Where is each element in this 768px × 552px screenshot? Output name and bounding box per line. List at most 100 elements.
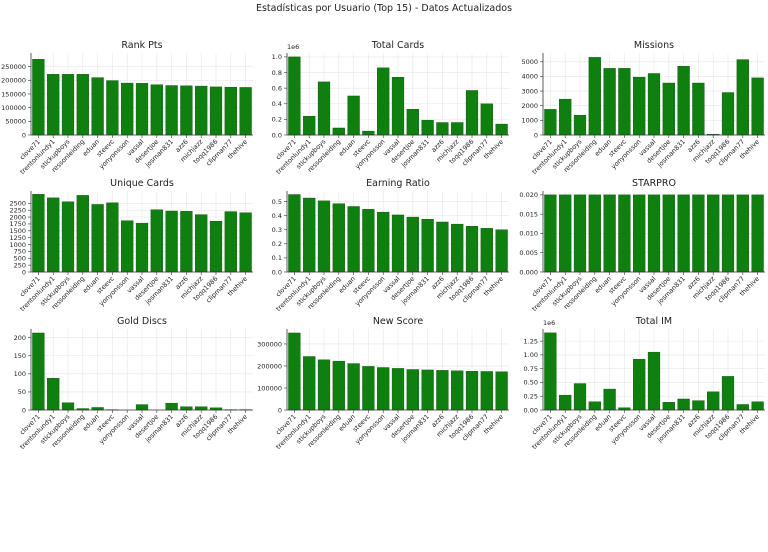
y-tick-label: 0.1	[272, 254, 282, 262]
bar-azz6	[692, 400, 705, 411]
y-tick-label: 200000	[257, 362, 282, 370]
bar-josman831	[165, 210, 178, 273]
bar-vassal	[391, 368, 405, 411]
bar-toqq1986	[465, 371, 479, 411]
bar-stickupboys	[317, 81, 331, 136]
bar-steevc	[618, 194, 631, 273]
chart-panel-9: Total IM1e60.000.250.500.751.001.25clove…	[524, 316, 765, 451]
y-tick-label: 50000	[5, 118, 26, 126]
bar-clove71	[544, 194, 557, 273]
bar-azz6	[180, 85, 193, 136]
bar-azz6	[692, 82, 705, 136]
bar-yonyonsson	[377, 67, 390, 136]
bar-michjazz	[707, 391, 720, 411]
bar-ressonleiding	[588, 401, 601, 411]
bar-clove71	[32, 332, 45, 411]
bar-trentonlundy1	[47, 377, 60, 411]
y-tick-label: 0.005	[519, 249, 538, 257]
bar-steevc	[362, 209, 375, 273]
bar-thehive	[751, 194, 764, 273]
bar-michjazz	[195, 85, 208, 136]
y-tick-label: 0.25	[524, 393, 538, 401]
chart-panel-6: STARPRO0.0000.0050.0100.0150.020clove71t…	[519, 178, 765, 313]
panel-title: Missions	[634, 40, 674, 51]
chart-grid: Rank Pts050000100000150000200000250000cl…	[1, 40, 765, 451]
y-tick-label: 0.75	[524, 365, 538, 373]
bar-josman831	[677, 65, 690, 136]
y-tick-label: 0	[278, 406, 282, 414]
panel-title: Gold Discs	[117, 316, 167, 327]
bar-steevc	[106, 202, 119, 273]
chart-panel-3: Missions010002000300040005000clove71tren…	[521, 40, 765, 176]
y-tick-label: 0.3	[272, 226, 282, 234]
bar-ressonleiding	[588, 57, 601, 136]
bar-steevc	[362, 366, 375, 411]
bar-yonyonsson	[121, 82, 134, 136]
bar-clove71	[288, 56, 301, 136]
bar-trentonlundy1	[303, 197, 316, 273]
bar-yonyonsson	[633, 194, 646, 273]
bar-josman831	[165, 402, 178, 411]
y-tick-label: 250000	[1, 63, 26, 71]
bar-clipman77	[224, 86, 237, 136]
bar-clove71	[288, 194, 301, 273]
chart-panel-4: Unique Cards 0250500750100012501500175020…	[9, 178, 253, 313]
y-tick-label: 0.015	[519, 210, 538, 218]
bar-stickupboys	[573, 383, 587, 411]
y-tick-label: 1.25	[524, 337, 538, 345]
bar-thehive	[495, 123, 508, 136]
bar-josman831	[421, 369, 434, 411]
y-tick-label: 0.00	[524, 406, 538, 414]
y-tick-label: 50	[18, 388, 26, 396]
bar-azz6	[180, 406, 193, 411]
bar-thehive	[751, 77, 764, 136]
panel-title: Total Cards	[371, 40, 424, 51]
chart-panel-5: Earning Ratio0.00.10.20.30.40.5clove71tr…	[272, 178, 509, 313]
y-tick-label: 0	[22, 131, 26, 139]
bar-toqq1986	[209, 86, 223, 136]
bar-azz6	[436, 370, 449, 411]
bar-michjazz	[707, 194, 720, 273]
y-tick-label: 100000	[257, 384, 282, 392]
y-tick-label: 0.50	[524, 379, 538, 387]
bar-trentonlundy1	[303, 356, 316, 411]
bar-clipman77	[480, 103, 493, 136]
bar-josman831	[677, 398, 690, 411]
y-tick-label: 0.2	[272, 116, 282, 124]
bar-stickupboys	[573, 115, 587, 136]
bar-thehive	[239, 87, 252, 136]
bar-ressonleiding	[588, 194, 601, 273]
y-tick-label: 1250	[9, 234, 26, 242]
y-tick-label: 2250	[9, 207, 26, 215]
bar-michjazz	[451, 122, 464, 136]
figure-title: Estadísticas por Usuario (Top 15) - Dato…	[256, 3, 512, 14]
y-tick-label: 1.0	[272, 53, 282, 61]
bar-thehive	[751, 401, 764, 411]
bar-vassal	[647, 351, 661, 411]
bar-eduan	[91, 204, 104, 273]
bar-trentonlundy1	[559, 98, 572, 136]
bar-clove71	[544, 109, 557, 136]
bar-ressonleiding	[332, 360, 345, 411]
y-tick-label: 2000	[9, 213, 26, 221]
bar-ressonleiding	[76, 74, 89, 136]
chart-panel-1: Rank Pts050000100000150000200000250000cl…	[1, 40, 253, 176]
bar-vassal	[135, 222, 149, 273]
bar-clipman77	[736, 194, 749, 273]
y-tick-label: 0.010	[519, 230, 538, 238]
y-tick-label: 0.0	[272, 131, 282, 139]
bar-toqq1986	[721, 194, 735, 273]
bar-yonyonsson	[377, 211, 390, 273]
y-tick-label: 0	[534, 131, 538, 139]
bar-trentonlundy1	[559, 394, 572, 411]
y-tick-label: 0.0	[272, 268, 282, 276]
bar-steevc	[362, 130, 375, 136]
bar-desertjoe	[406, 109, 419, 136]
y-tick-label: 500	[14, 255, 26, 263]
bar-toqq1986	[209, 221, 223, 273]
bar-steevc	[106, 80, 119, 136]
y-tick-label: 100	[14, 370, 26, 378]
bar-stickupboys	[573, 194, 587, 273]
y-tick-label: 250	[14, 261, 26, 269]
